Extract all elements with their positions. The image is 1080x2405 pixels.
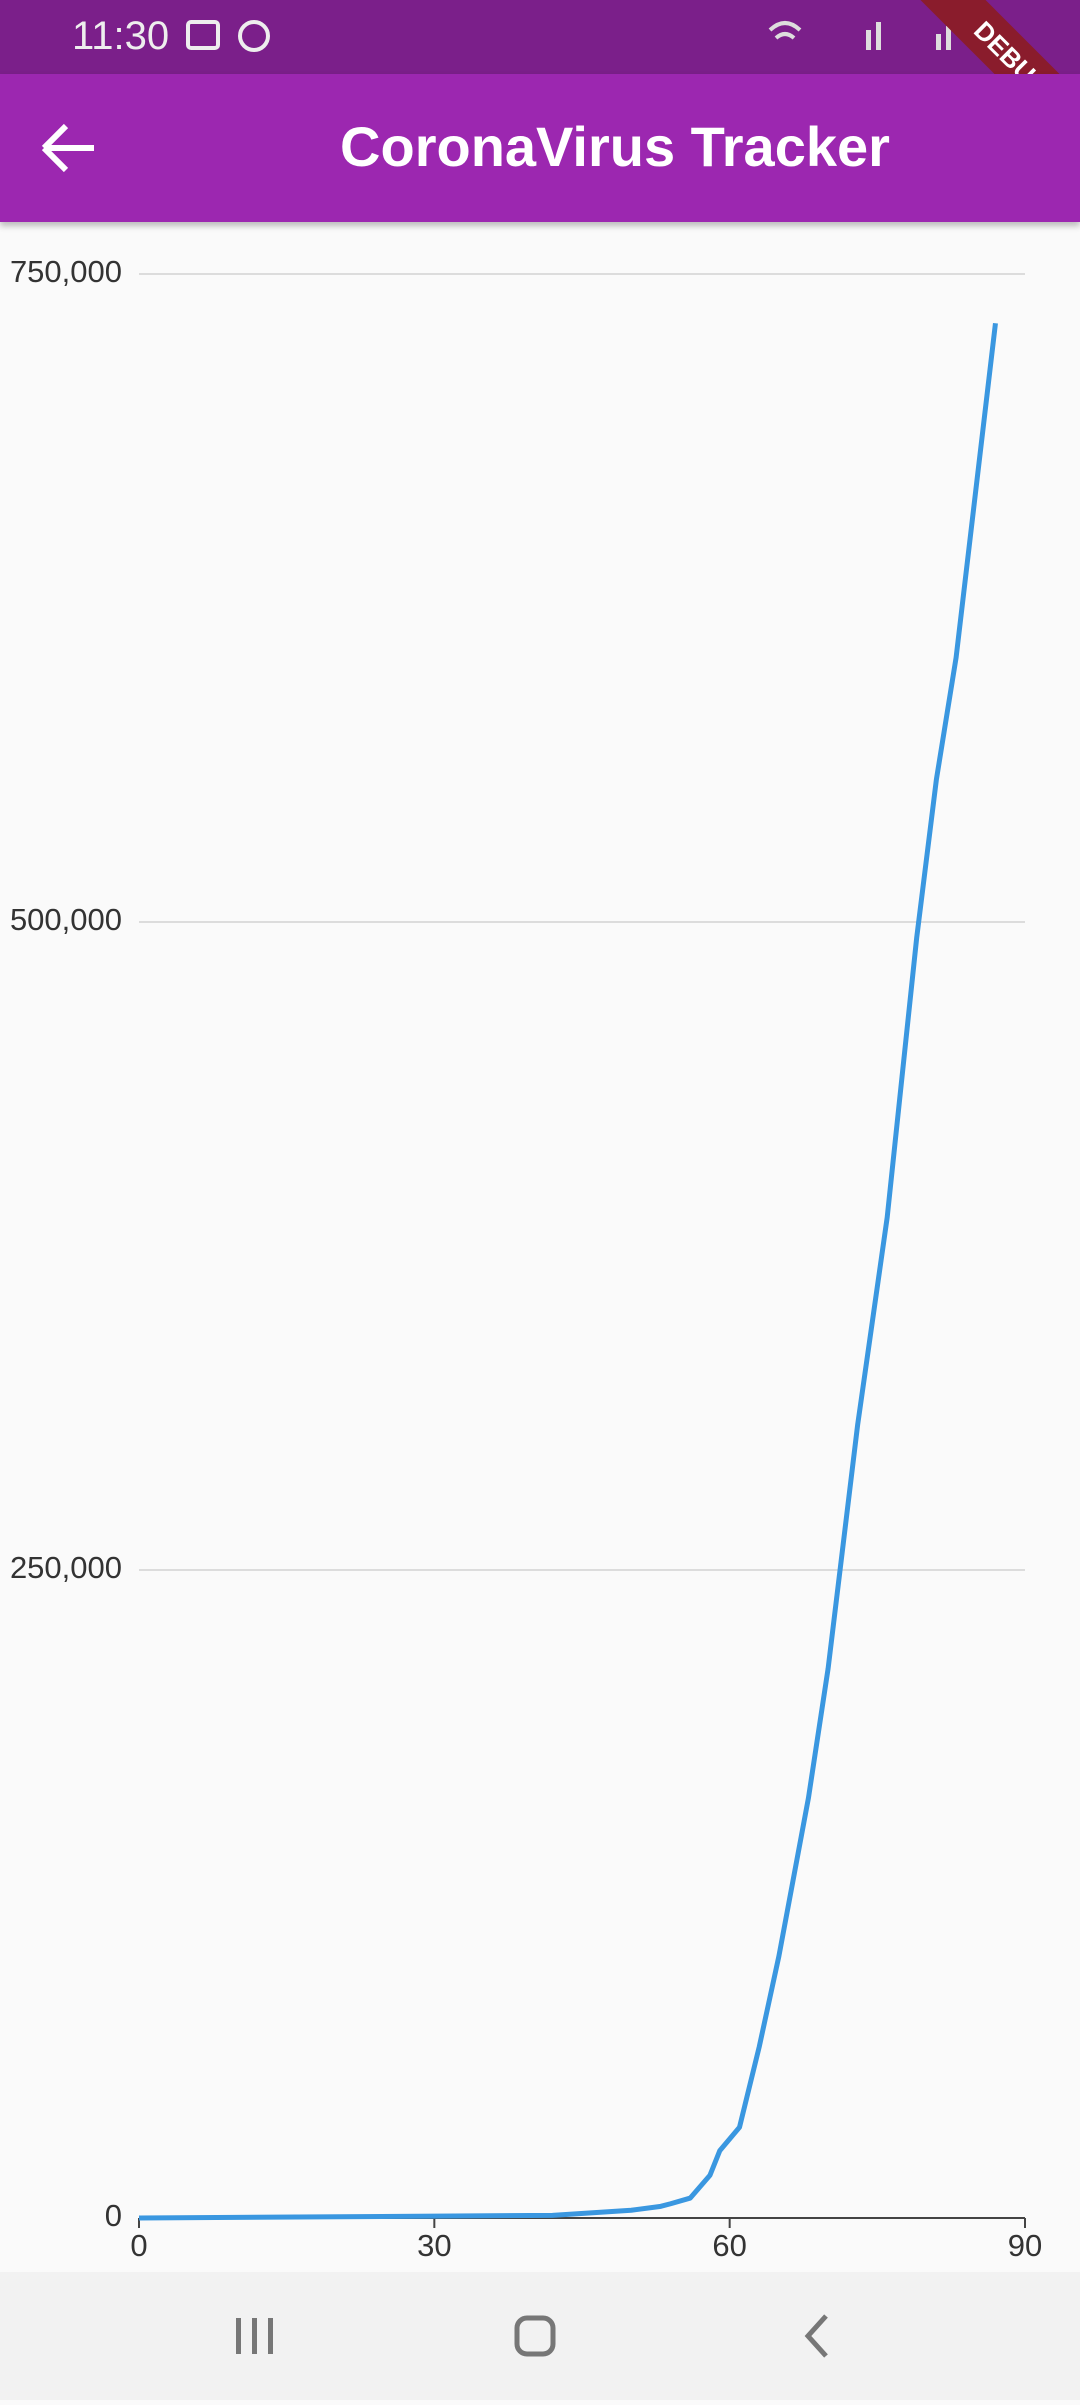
x-tick-label: 30 — [417, 2228, 451, 2263]
data-line — [138, 322, 998, 2221]
x-tick-label: 90 — [1008, 2228, 1042, 2263]
back-nav-button[interactable] — [804, 2314, 828, 2358]
recents-button[interactable] — [236, 2318, 273, 2354]
app-bar: CoronaVirus Tracker — [0, 74, 1080, 222]
y-tick-label: 750,000 — [10, 254, 122, 289]
app-title: CoronaVirus Tracker — [340, 115, 890, 178]
status-bar: 11:30 DEBUG — [0, 0, 1080, 168]
nav-buttons — [236, 2314, 828, 2358]
x-tick-label: 0 — [130, 2228, 147, 2263]
chart: 0 250,000 500,000 750,000 0 30 60 90 — [10, 254, 1042, 2263]
status-icons — [186, 20, 951, 52]
nav-bar — [0, 2272, 1080, 2400]
y-tick-label: 0 — [105, 2198, 122, 2233]
clock: 11:30 — [72, 14, 170, 58]
y-tick-label: 500,000 — [10, 902, 122, 937]
back-button[interactable] — [34, 108, 114, 188]
y-tick-label: 250,000 — [10, 1550, 122, 1585]
x-tick-label: 60 — [712, 2228, 746, 2263]
home-button[interactable] — [514, 2315, 556, 2357]
